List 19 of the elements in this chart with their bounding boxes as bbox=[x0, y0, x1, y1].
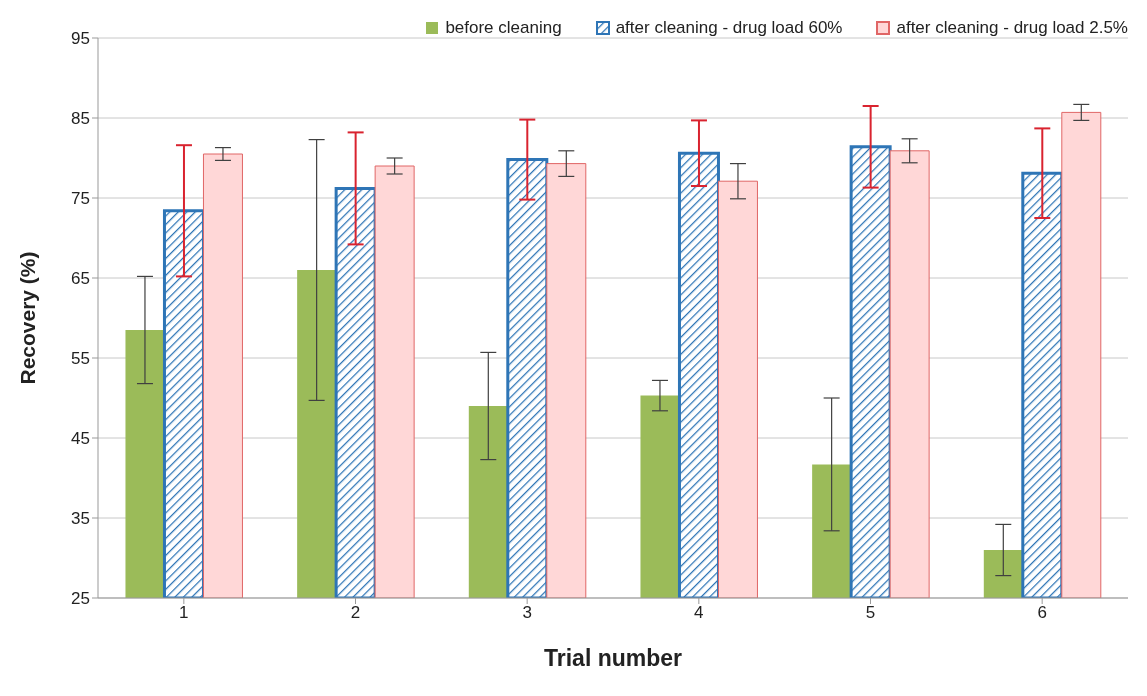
y-tick-label: 85 bbox=[71, 109, 90, 129]
y-tick-label: 95 bbox=[71, 29, 90, 49]
x-tick-label: 6 bbox=[1037, 603, 1047, 623]
y-tick-label: 75 bbox=[71, 189, 90, 209]
y-tick-label: 25 bbox=[71, 589, 90, 609]
y-tick-label: 35 bbox=[71, 509, 90, 529]
x-tick-label: 3 bbox=[522, 603, 532, 623]
x-tick-label: 1 bbox=[179, 603, 189, 623]
y-tick-label: 65 bbox=[71, 269, 90, 289]
x-axis-title: Trial number bbox=[543, 645, 683, 671]
x-tick-label: 5 bbox=[865, 603, 876, 623]
legend-label: after cleaning - drug load 60% bbox=[615, 18, 843, 38]
y-tick-label: 45 bbox=[71, 429, 90, 449]
x-tick-label: 4 bbox=[694, 603, 704, 623]
y-axis-title: Recovery (%) bbox=[16, 251, 40, 385]
legend-label: after cleaning - drug load 2.5% bbox=[896, 18, 1128, 38]
y-tick-label: 55 bbox=[71, 349, 90, 369]
x-tick-label: 2 bbox=[350, 603, 361, 623]
legend-label: before cleaning bbox=[445, 18, 562, 38]
